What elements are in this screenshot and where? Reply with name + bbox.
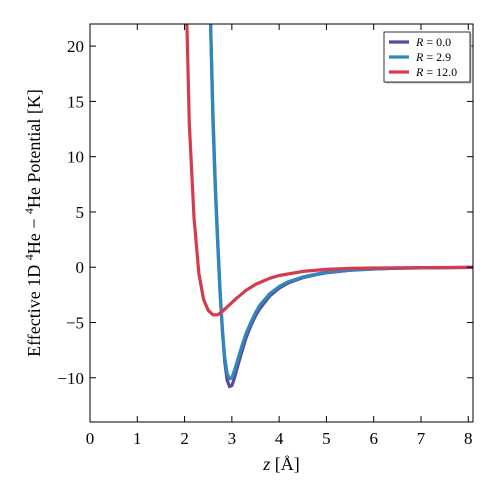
x-tick-label: 2 [180,429,189,448]
x-tick-label: 7 [417,429,426,448]
y-tick-label: 10 [67,148,84,167]
plot-area [185,24,473,389]
legend-entry-label: R = 2.9 [415,50,451,64]
y-tick-label: 0 [76,258,85,277]
y-tick-label: 5 [76,203,85,222]
x-tick-label: 1 [133,429,142,448]
x-tick-label: 4 [275,429,284,448]
x-tick-label: 5 [322,429,331,448]
series-line-2 [185,24,473,317]
axis-ticks: 0 1 2 3 4 5 6 7 8 −10 −5 0 5 10 15 20 [57,24,473,448]
x-axis-label: z [Å] [262,454,300,474]
y-tick-label: −5 [66,314,84,333]
legend: R = 0.0R = 2.9R = 12.0 [383,31,472,84]
y-tick-label: −10 [57,369,84,388]
x-tick-label: 8 [464,429,473,448]
y-tick-label: 15 [67,92,84,111]
x-tick-label: 6 [369,429,378,448]
y-axis-label: Effective 1D 4He − 4He Potential [K] [22,89,44,357]
y-tick-label: 20 [67,37,84,56]
axes-frame [89,23,474,423]
x-tick-label: 0 [86,429,95,448]
legend-entry-label: R = 0.0 [415,35,451,49]
x-tick-label: 3 [228,429,237,448]
legend-entry-label: R = 12.0 [415,65,457,79]
